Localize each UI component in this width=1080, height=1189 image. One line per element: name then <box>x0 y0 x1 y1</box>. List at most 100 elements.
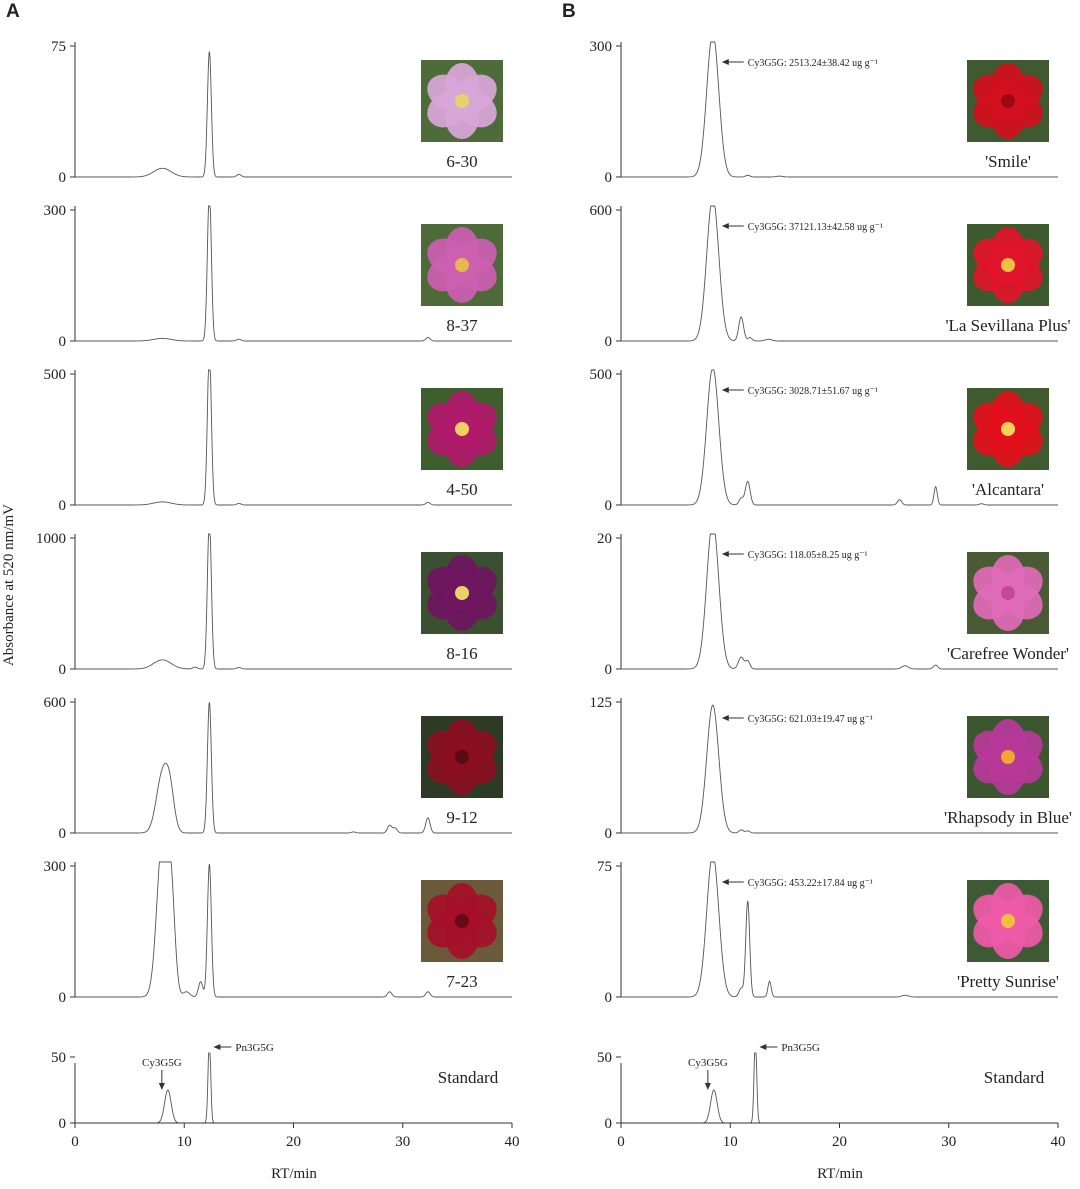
trace-line <box>75 533 512 670</box>
flower-center <box>1001 750 1015 764</box>
chromatogram-b-3: 0 20 'Carefree Wonder' Cy3G5G: 118.05±8.25 … <box>597 531 1069 678</box>
sample-label: 8-37 <box>446 316 478 335</box>
y-tick-label: 0 <box>605 498 613 514</box>
standard-label: Standard <box>984 1068 1045 1087</box>
y-tick-label: 0 <box>59 170 67 186</box>
y-tick-label: 0 <box>605 1116 613 1132</box>
chromatogram-a-4: 0 600 9-12 <box>44 695 512 842</box>
chromatogram-a-3: 0 1000 8-16 <box>36 531 512 678</box>
y-tick-label: 50 <box>597 1050 612 1066</box>
flower-center <box>455 422 469 436</box>
trace-line <box>75 1052 512 1124</box>
y-tick-label: 0 <box>59 1116 67 1132</box>
annotation-text: Cy3G5G: 3028.71±51.67 ug g⁻¹ <box>748 386 878 397</box>
marker-label-pn3g5g: Pn3G5G <box>781 1042 820 1054</box>
sample-label: 'Smile' <box>985 152 1031 171</box>
sample-label: 4-50 <box>446 480 477 499</box>
y-tick-label: 300 <box>590 39 613 55</box>
y-tick-label: 500 <box>590 367 613 383</box>
flower-center <box>455 258 469 272</box>
plots-layer: 0756-3003008-3705004-50010008-1606009-12… <box>36 39 1072 1150</box>
y-tick-label: 1000 <box>36 531 66 547</box>
x-tick-label: 40 <box>505 1134 520 1150</box>
annotation-arrow-head <box>721 551 729 557</box>
chromatogram-b-0: 0 300 'Smile' Cy3G5G: 2513.24±38.42 ug g⁻¹ <box>590 39 1058 186</box>
x-tick-label: 20 <box>286 1134 301 1150</box>
sample-label: 'Pretty Sunrise' <box>957 972 1059 991</box>
y-tick-label: 0 <box>59 990 67 1006</box>
y-tick-label: 0 <box>59 498 67 514</box>
y-tick-label: 0 <box>59 662 67 678</box>
flower-center <box>455 914 469 928</box>
marker-arrow-head <box>213 1044 221 1050</box>
trace-line <box>621 533 1058 670</box>
flower-center <box>1001 422 1015 436</box>
y-tick-label: 0 <box>605 662 613 678</box>
trace-line <box>75 205 512 342</box>
marker-label-cy3g5g: Cy3G5G <box>142 1057 182 1069</box>
chromatogram-a-standard: 0 50 Standard Cy3G5G Pn3G5G 0 10 20 30 40 <box>51 1042 520 1150</box>
annotation-arrow-head <box>721 59 729 65</box>
sample-label: 8-16 <box>446 644 477 663</box>
annotation-arrow-head <box>721 223 729 229</box>
y-tick-label: 0 <box>59 334 67 350</box>
y-tick-label: 0 <box>605 826 613 842</box>
y-tick-label: 75 <box>51 39 66 55</box>
x-tick-label: 0 <box>617 1134 625 1150</box>
annotation-text: Cy3G5G: 453.22±17.84 ug g⁻¹ <box>748 878 873 889</box>
annotation-arrow-head <box>721 879 729 885</box>
y-axis-label: Absorbance at 520 nm/mV <box>1 504 17 666</box>
chromatogram-a-1: 0 300 8-37 <box>44 203 512 350</box>
flower-center <box>455 94 469 108</box>
flower-center <box>1001 586 1015 600</box>
x-tick-label: 10 <box>723 1134 738 1150</box>
y-tick-label: 500 <box>44 367 67 383</box>
panel-letter-a: A <box>6 1 20 22</box>
marker-arrow-head <box>759 1044 767 1050</box>
sample-label: 'Rhapsody in Blue' <box>944 808 1072 827</box>
y-tick-label: 0 <box>605 334 613 350</box>
y-tick-label: 125 <box>590 695 613 711</box>
sample-label: 9-12 <box>446 808 477 827</box>
trace-line <box>621 704 1058 834</box>
x-tick-label: 30 <box>941 1134 956 1150</box>
y-tick-label: 300 <box>44 859 67 875</box>
x-axis-label-b: RT/min <box>817 1166 863 1182</box>
annotation-text: Cy3G5G: 37121.13±42.58 ug g⁻¹ <box>748 222 883 233</box>
x-tick-label: 0 <box>71 1134 79 1150</box>
sample-label: 'Alcantara' <box>972 480 1044 499</box>
trace-line <box>621 205 1058 342</box>
marker-arrow-head <box>158 1083 165 1090</box>
y-tick-label: 0 <box>605 990 613 1006</box>
trace-line <box>621 41 1058 178</box>
sample-label: 6-30 <box>446 152 477 171</box>
trace-line <box>621 369 1058 506</box>
y-tick-label: 600 <box>590 203 613 219</box>
chromatogram-a-0: 0 75 6-30 <box>51 39 512 186</box>
annotation-arrow-head <box>721 387 729 393</box>
marker-label-pn3g5g: Pn3G5G <box>235 1042 274 1054</box>
x-tick-label: 40 <box>1051 1134 1066 1150</box>
x-tick-label: 30 <box>395 1134 410 1150</box>
chromatogram-b-standard: 0 50 Standard Cy3G5G Pn3G5G 0 10 20 30 40 <box>597 1042 1066 1150</box>
panel-letter-b: B <box>562 1 576 22</box>
flower-center <box>455 586 469 600</box>
chromatogram-b-5: 0 75 'Pretty Sunrise' Cy3G5G: 453.22±17.84 … <box>597 859 1059 1006</box>
sample-label: 'Carefree Wonder' <box>947 644 1069 663</box>
chromatogram-b-4: 0 125 'Rhapsody in Blue' Cy3G5G: 621.03±19.… <box>590 695 1072 842</box>
y-tick-label: 20 <box>597 531 612 547</box>
y-tick-label: 0 <box>59 826 67 842</box>
y-tick-label: 50 <box>51 1050 66 1066</box>
x-axis-label-a: RT/min <box>271 1166 317 1182</box>
trace-line <box>75 861 512 998</box>
chromatogram-b-2: 0 500 'Alcantara' Cy3G5G: 3028.71±51.67 ug … <box>590 367 1058 514</box>
x-tick-label: 10 <box>177 1134 192 1150</box>
flower-center <box>1001 94 1015 108</box>
annotation-arrow-head <box>721 715 729 721</box>
y-tick-label: 75 <box>597 859 612 875</box>
trace-line <box>621 1052 1058 1124</box>
flower-center <box>455 750 469 764</box>
